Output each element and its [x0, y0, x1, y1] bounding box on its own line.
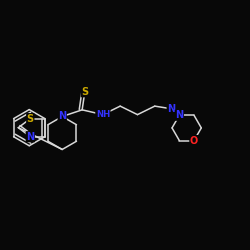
- Text: N: N: [167, 104, 175, 114]
- Text: N: N: [58, 112, 66, 122]
- Text: S: S: [81, 87, 88, 97]
- Text: O: O: [190, 136, 198, 145]
- Text: NH: NH: [96, 110, 110, 119]
- Text: N: N: [175, 110, 184, 120]
- Text: N: N: [26, 132, 34, 142]
- Text: S: S: [27, 114, 34, 124]
